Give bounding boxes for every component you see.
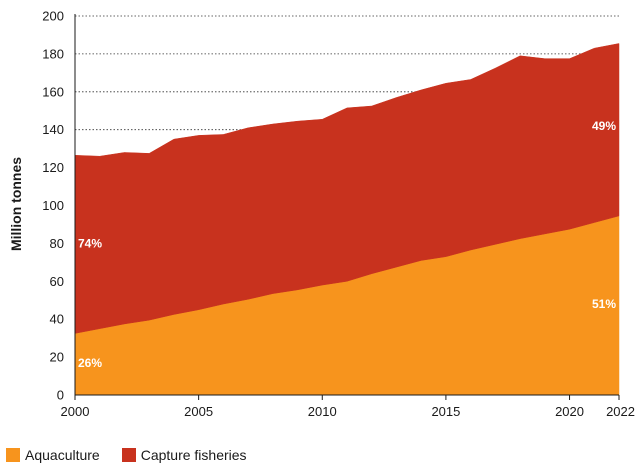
y-tick-label: 60 xyxy=(50,274,64,289)
x-tick-label: 2000 xyxy=(61,404,90,419)
share-label: 74% xyxy=(78,236,102,250)
legend-swatch-aquaculture xyxy=(6,448,20,462)
legend: Aquaculture Capture fisheries xyxy=(6,447,269,463)
x-tick-label: 2015 xyxy=(431,404,460,419)
share-labels: 74% 26% 49% 51% xyxy=(78,119,616,370)
legend-label-capture-fisheries: Capture fisheries xyxy=(140,447,247,463)
y-axis-label: Million tonnes xyxy=(8,157,24,251)
y-tick-labels: 0 20 40 60 80 100 120 140 160 180 200 xyxy=(42,9,64,403)
y-tick-label: 0 xyxy=(57,388,64,403)
share-label: 26% xyxy=(78,356,102,370)
area-capture-fisheries xyxy=(74,43,620,334)
legend-item-aquaculture: Aquaculture xyxy=(6,447,100,463)
y-tick-label: 180 xyxy=(42,46,64,61)
y-tick-label: 160 xyxy=(42,84,64,99)
y-tick-label: 200 xyxy=(42,9,64,24)
y-tick-label: 120 xyxy=(42,160,64,175)
legend-label-aquaculture: Aquaculture xyxy=(25,447,100,463)
y-tick-label: 100 xyxy=(42,198,64,213)
chart-area: 0 20 40 60 80 100 120 140 160 180 200 2000 2005 2010… xyxy=(8,9,635,420)
y-tick-label: 20 xyxy=(50,350,64,365)
x-tick-label: 2022 xyxy=(606,404,635,419)
area-series xyxy=(74,43,620,396)
y-tick-label: 80 xyxy=(50,236,64,251)
share-label: 51% xyxy=(592,297,616,311)
legend-swatch-capture-fisheries xyxy=(121,448,136,462)
x-tick-label: 2020 xyxy=(555,404,584,419)
share-label: 49% xyxy=(592,119,616,133)
y-tick-label: 40 xyxy=(50,312,64,327)
y-tick-label: 140 xyxy=(42,122,64,137)
axes xyxy=(74,14,619,396)
x-tick-label: 2010 xyxy=(308,404,337,419)
x-tick-label: 2005 xyxy=(184,404,213,419)
x-tick-labels: 2000 2005 2010 2015 2020 2022 xyxy=(61,395,635,419)
legend-item-capture-fisheries: Capture fisheries xyxy=(121,447,247,463)
